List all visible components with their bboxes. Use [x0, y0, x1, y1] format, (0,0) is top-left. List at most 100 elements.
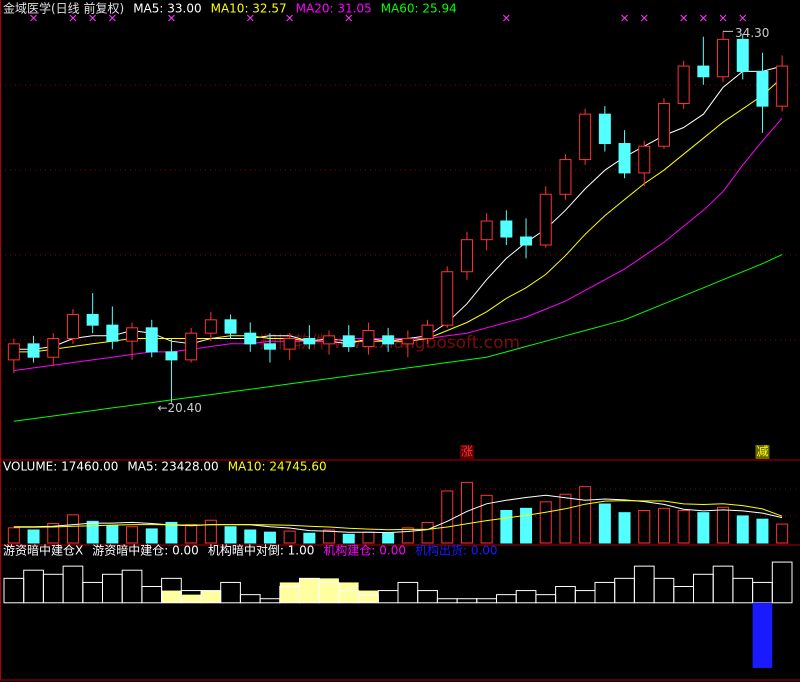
candle-body — [27, 343, 40, 358]
indicator-bar — [673, 586, 694, 604]
signal-box — [459, 445, 474, 459]
volume-bar — [441, 490, 454, 544]
legend-entry: MA5: 33.00 — [133, 2, 201, 16]
signal-cross — [621, 14, 628, 22]
indicator-bar — [161, 590, 182, 603]
panel-title: VOLUME: 17460.00 — [3, 460, 118, 474]
legend-entry: MA10: 24745.60 — [228, 460, 327, 474]
volume-bar — [618, 512, 631, 544]
candle-body — [618, 143, 631, 174]
signal-cross — [108, 14, 116, 22]
indicator-bar — [377, 590, 399, 604]
legend-entry: MA60: 25.94 — [381, 2, 457, 16]
volume-bar — [697, 512, 710, 544]
candle-body — [421, 324, 434, 340]
volume-bar — [579, 486, 592, 544]
volume-bar — [736, 515, 749, 544]
candle-body — [224, 319, 237, 334]
candle-body — [598, 113, 611, 145]
high-label: 34.30 — [735, 26, 769, 40]
indicator-bar — [279, 582, 300, 603]
signal-cross — [640, 14, 648, 22]
ma-line — [13, 117, 783, 372]
candle-body — [500, 220, 513, 238]
indicator-bar — [82, 581, 104, 604]
volume-bar — [421, 521, 434, 544]
volume-bar — [520, 507, 533, 544]
candle-body — [756, 70, 769, 107]
volume-bar — [717, 506, 730, 544]
signal-label: 减 — [756, 445, 768, 459]
candle-body — [323, 335, 336, 345]
volume-bar — [559, 493, 572, 544]
indicator-bar — [712, 565, 734, 604]
candle-body — [480, 220, 493, 241]
indicator-bar — [732, 577, 754, 604]
volume-bar — [598, 503, 611, 544]
volume-bar — [500, 510, 513, 544]
volume-bar — [657, 507, 670, 544]
volume-bar — [7, 527, 20, 544]
indicator-bar — [397, 581, 419, 604]
candle-body — [401, 338, 414, 345]
candle-body — [303, 338, 316, 345]
ma-line — [13, 77, 783, 353]
candle-body — [441, 271, 454, 326]
candle-body — [677, 65, 690, 104]
indicator-bar — [436, 598, 458, 604]
indicator-bar — [220, 581, 241, 604]
indicator-bar — [614, 577, 635, 604]
legend-entry: MA20: 31.05 — [296, 2, 372, 16]
volume-bar — [303, 532, 316, 544]
volume-bar — [480, 494, 493, 544]
indicator-bar — [358, 590, 379, 603]
ma-line — [13, 254, 783, 422]
indicator-bar — [121, 569, 143, 604]
indicator-bar — [653, 577, 675, 604]
volume-bar — [401, 527, 414, 544]
legend-entry: MA5: 23428.00 — [127, 460, 218, 474]
candle-body — [736, 38, 749, 72]
volume-ma-line — [13, 500, 783, 531]
indicator-bar — [201, 590, 221, 603]
volume-bar — [86, 520, 99, 544]
indicator-bar — [259, 598, 281, 604]
legend-entry: 机构暗中对倒: 1.00 — [208, 543, 315, 558]
indicator-bar — [476, 598, 497, 604]
candle-body — [7, 343, 20, 361]
volume-bar — [283, 530, 296, 544]
signal-cross — [719, 14, 727, 22]
candle-body — [638, 145, 651, 174]
volume-bar — [677, 510, 690, 544]
volume-bar — [244, 529, 257, 544]
indicator-bar — [338, 582, 359, 603]
indicator-bar — [23, 569, 44, 604]
volume-bar — [638, 510, 651, 544]
indicator-bar — [535, 594, 557, 604]
candle-body — [165, 351, 178, 361]
signal-cross — [739, 14, 747, 22]
candle-body — [145, 327, 158, 353]
volume-bar — [165, 521, 178, 544]
candle-body — [559, 159, 572, 195]
candle-body — [697, 65, 710, 78]
volume-bar — [126, 526, 139, 544]
volume-bar — [263, 531, 276, 544]
indicator-bar — [752, 581, 773, 604]
indicator-bar — [42, 573, 64, 604]
candle-body — [66, 313, 79, 340]
candle-body — [185, 332, 198, 361]
ma-line — [13, 65, 783, 350]
candle-body — [717, 38, 730, 78]
signal-label: 涨 — [461, 444, 473, 459]
signal-cross — [680, 14, 688, 22]
indicator-bar — [239, 594, 261, 604]
indicator-bar — [319, 578, 339, 603]
indicator-bar — [693, 573, 714, 604]
legend-entry: 游资暗中建仓: 0.00 — [92, 543, 199, 558]
volume-bar — [185, 524, 198, 544]
candle-body — [382, 335, 395, 345]
volume-bar — [460, 481, 473, 544]
